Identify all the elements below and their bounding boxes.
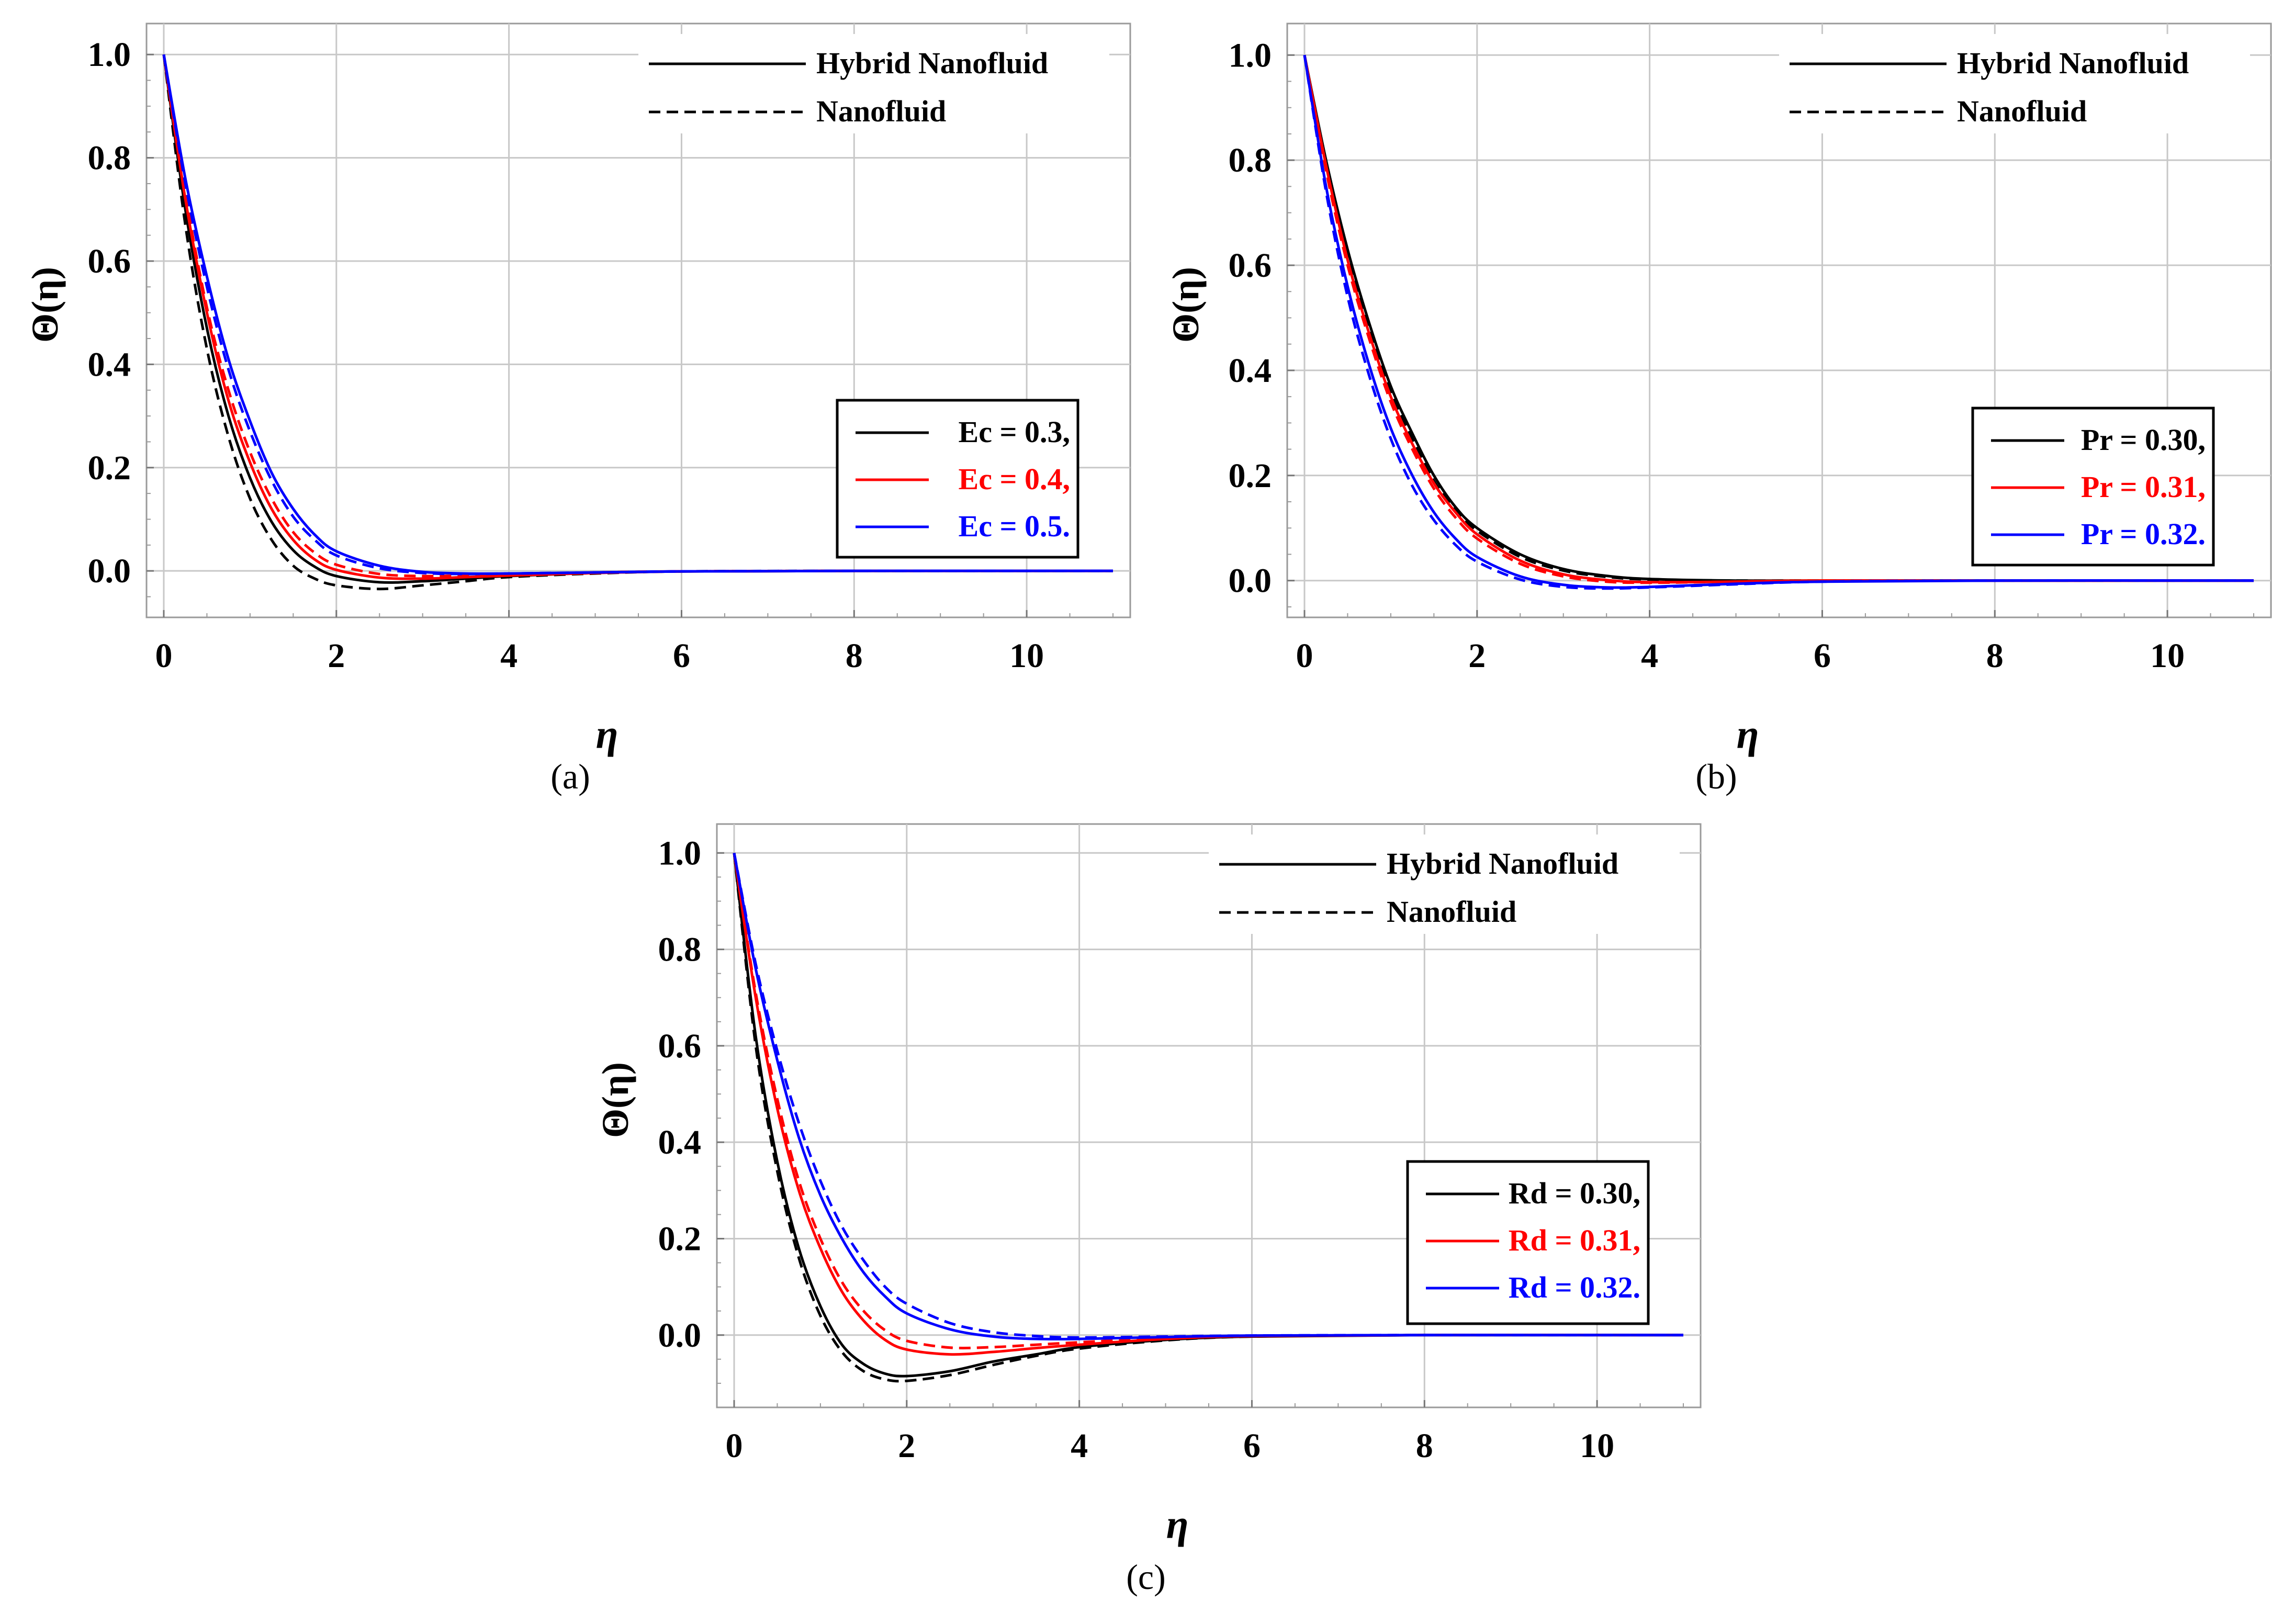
x-tick-label: 4: [1071, 1427, 1088, 1465]
param-legend-label: Pr = 0.30,: [2081, 423, 2206, 457]
param-legend-box: [1406, 1160, 1650, 1325]
style-legend-bg: [1209, 834, 1680, 934]
y-tick-label: 0.6: [1229, 246, 1272, 285]
x-axis-label: η: [1737, 712, 1759, 757]
y-tick-label: 0.2: [88, 449, 131, 487]
y-tick-label: 0.4: [1229, 352, 1272, 390]
caption-c: (c): [1126, 1557, 1166, 1597]
style-legend-bg: [1779, 34, 2250, 133]
y-tick-label: 1.0: [88, 36, 131, 74]
y-tick-label: 0.6: [658, 1027, 702, 1065]
x-tick-label: 10: [2150, 637, 2185, 675]
x-axis-label: η: [596, 712, 618, 757]
y-tick-label: 1.0: [658, 834, 702, 872]
chart-panel-a: 0 2 4 6 8 10 0.0 0.2 0.4 0.6 0.8 1.0 η Θ(η) Hybrid Nan…: [21, 16, 1141, 757]
chart-a-svg: 0 2 4 6 8 10 0.0 0.2 0.4 0.6 0.8 1.0 η Θ(η) Hybrid Nan…: [24, 22, 1131, 757]
y-tick-label: 0.8: [88, 139, 131, 177]
param-legend-label: Pr = 0.32.: [2081, 517, 2206, 551]
chart-panel-c: 0 2 4 6 8 10 0.0 0.2 0.4 0.6 0.8 1.0 η Θ(η) Hybrid Nan…: [591, 816, 1711, 1547]
x-tick-label: 6: [1243, 1427, 1261, 1465]
style-legend-label: Nanofluid: [816, 94, 946, 128]
chart-c-svg: 0 2 4 6 8 10 0.0 0.2 0.4 0.6 0.8 1.0 η Θ(η) Hybrid Nan…: [594, 823, 1702, 1547]
style-legend-label: Nanofluid: [1387, 895, 1516, 929]
series-line: [733, 852, 1684, 1339]
y-tick-label: 0.2: [658, 1220, 702, 1258]
x-tick-label: 6: [1814, 637, 1831, 675]
param-legend-label: Rd = 0.30,: [1509, 1176, 1640, 1210]
x-tick-label: 10: [1580, 1427, 1614, 1465]
y-tick-label: 0.4: [88, 345, 131, 384]
caption-a: (a): [550, 757, 590, 796]
y-tick-label: 0.0: [1229, 562, 1272, 600]
x-tick-label: 6: [673, 637, 690, 675]
style-legend-label: Hybrid Nanofluid: [816, 46, 1048, 80]
series-line: [162, 54, 1113, 575]
y-axis-label: Θ(η): [1165, 267, 1207, 343]
y-tick-label: 0.0: [88, 552, 131, 590]
x-tick-label: 4: [500, 637, 518, 675]
caption-b: (b): [1695, 757, 1737, 796]
x-tick-label: 2: [1468, 637, 1486, 675]
param-legend-label: Ec = 0.3,: [959, 415, 1070, 449]
y-tick-label: 0.6: [88, 242, 131, 280]
y-tick-label: 0.0: [658, 1316, 702, 1355]
series-line: [162, 54, 1113, 576]
y-axis-label: Θ(η): [24, 267, 66, 343]
series-line: [1303, 54, 2254, 590]
y-tick-label: 0.4: [658, 1123, 702, 1161]
x-tick-label: 8: [846, 637, 863, 675]
x-tick-label: 2: [898, 1427, 915, 1465]
x-tick-label: 0: [155, 637, 172, 675]
y-tick-label: 0.2: [1229, 457, 1272, 495]
x-tick-label: 8: [1416, 1427, 1433, 1465]
x-tick-label: 0: [1296, 637, 1313, 675]
param-legend-label: Ec = 0.4,: [959, 462, 1070, 496]
x-tick-label: 8: [1986, 637, 2004, 675]
chart-b-svg: 0 2 4 6 8 10 0.0 0.2 0.4 0.6 0.8 1.0 η Θ(η) Hybrid Nan…: [1165, 22, 2272, 757]
x-axis-label: η: [1166, 1502, 1189, 1547]
param-legend-label: Rd = 0.32.: [1509, 1270, 1640, 1304]
x-tick-label: 0: [725, 1427, 743, 1465]
y-axis-label: Θ(η): [594, 1062, 636, 1138]
x-tick-label: 4: [1641, 637, 1658, 675]
y-tick-label: 0.8: [658, 931, 702, 969]
style-legend-label: Hybrid Nanofluid: [1387, 847, 1618, 881]
chart-panel-b: 0 2 4 6 8 10 0.0 0.2 0.4 0.6 0.8 1.0 η Θ(η) Hybrid Nan…: [1162, 16, 2272, 757]
style-legend-label: Nanofluid: [1957, 94, 2087, 128]
param-legend-label: Pr = 0.31,: [2081, 470, 2206, 504]
param-legend-label: Rd = 0.31,: [1509, 1223, 1640, 1257]
y-tick-label: 1.0: [1229, 36, 1272, 74]
x-tick-label: 10: [1009, 637, 1044, 675]
style-legend-label: Hybrid Nanofluid: [1957, 46, 2189, 80]
style-legend-bg: [638, 34, 1109, 133]
param-legend-label: Ec = 0.5.: [959, 509, 1070, 543]
y-tick-label: 0.8: [1229, 141, 1272, 179]
x-tick-label: 2: [328, 637, 345, 675]
